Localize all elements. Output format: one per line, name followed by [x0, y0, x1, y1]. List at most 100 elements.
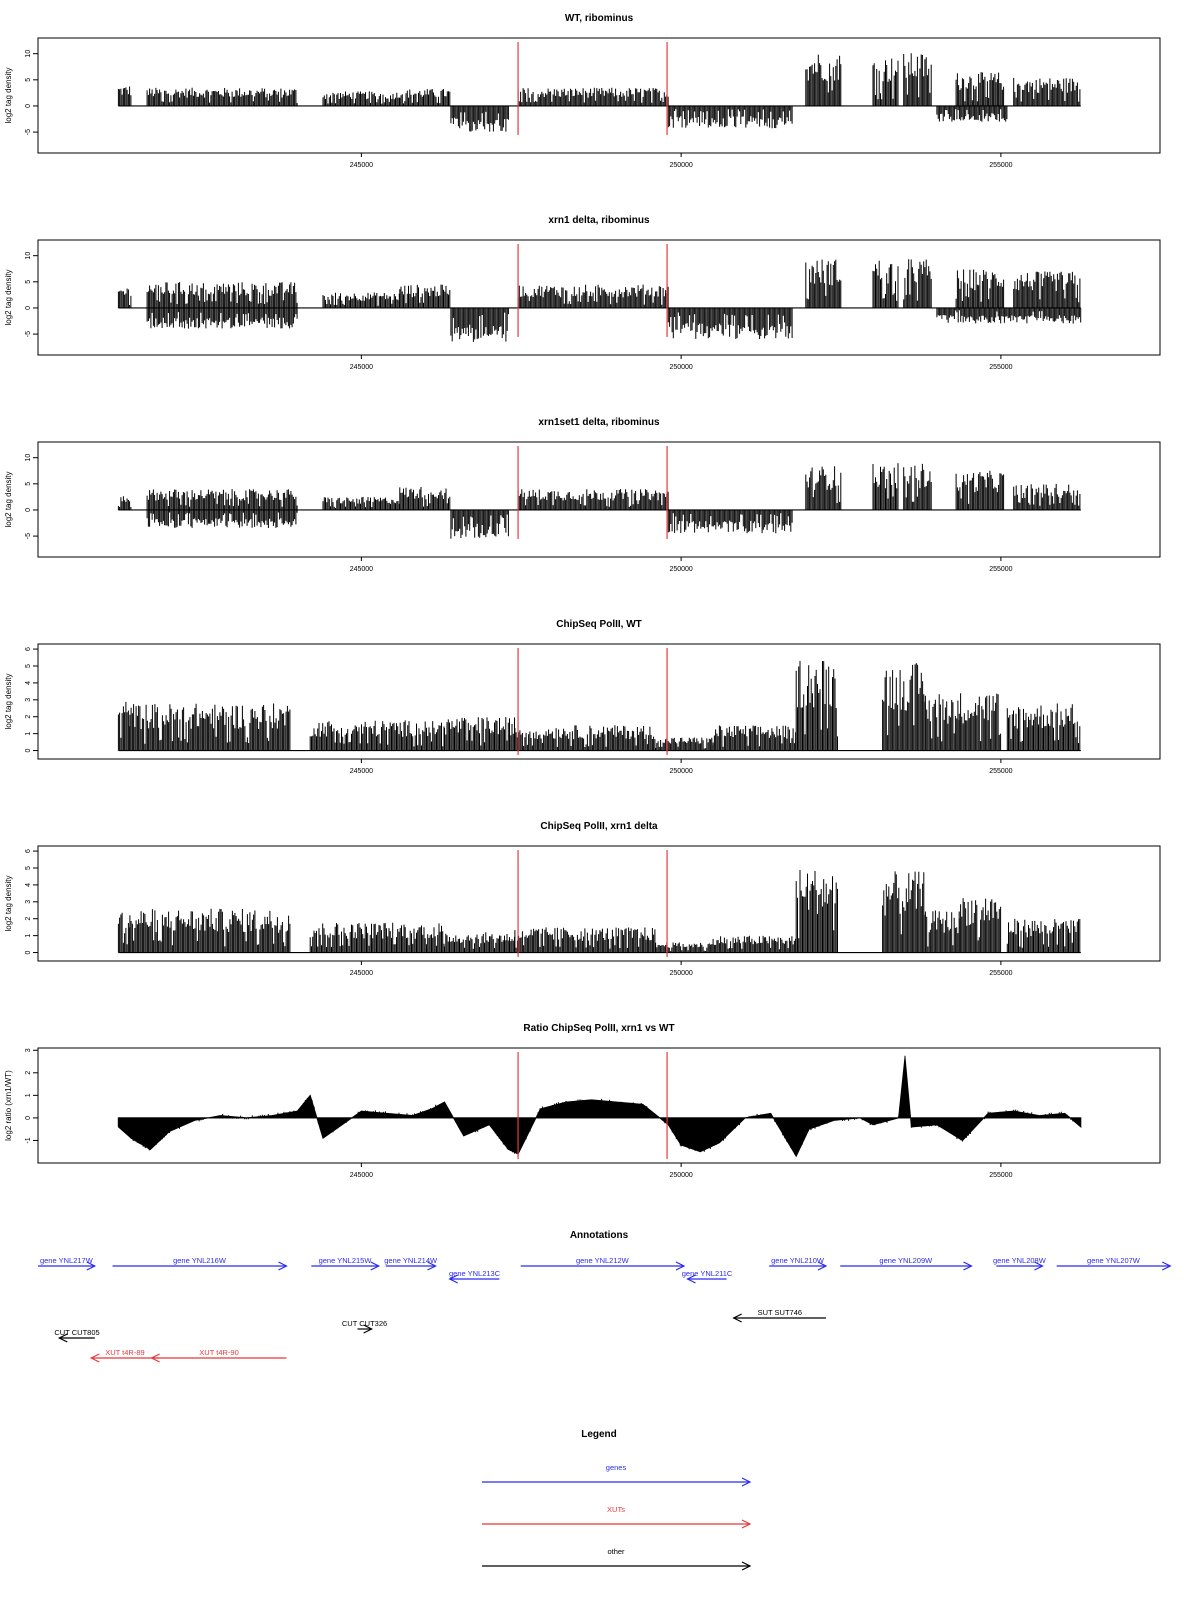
signal-block: [399, 284, 451, 308]
feature-label: gene YNL211C: [682, 1269, 733, 1278]
panel-title: ChipSeq PolII, WT: [556, 619, 642, 630]
panel-title: ChipSeq PolII, xrn1 delta: [540, 821, 658, 832]
plot-frame: [37, 845, 1161, 962]
annotation-gene-ynl215w: gene YNL215W: [311, 1256, 381, 1271]
signal-block: [667, 510, 793, 534]
signal-block: [872, 58, 899, 106]
signal-block: [903, 259, 932, 308]
y-tick-label: 6: [25, 647, 32, 651]
series-bars: [117, 53, 1081, 132]
y-tick-label: 1: [25, 1093, 32, 1097]
y-axis-label: log2 tag density: [4, 269, 13, 325]
signal-block: [309, 720, 445, 751]
signal-block: [129, 908, 291, 953]
signal-block: [146, 87, 298, 106]
y-axis-label: log2 tag density: [4, 875, 13, 931]
arrow-head-icon: [741, 1519, 752, 1529]
signal-block: [117, 912, 131, 953]
signal-block: [795, 870, 838, 953]
plot-frame: [37, 239, 1161, 356]
signal-block: [146, 510, 298, 528]
feature-label: CUT CUT326: [342, 1319, 387, 1328]
annotation-xut-t4r-90: XUT t4R-90: [150, 1348, 287, 1363]
y-tick-label: 6: [25, 849, 32, 853]
x-tick-label: 245000: [350, 162, 373, 169]
signal-block: [924, 910, 960, 953]
feature-label: gene YNL217W: [40, 1256, 94, 1265]
annotations-track: Annotations gene YNL217W gene YNL216W gene …: [38, 1230, 1172, 1363]
signal-block: [936, 106, 1008, 122]
signal-block: [655, 737, 714, 751]
annotation-gene-ynl211c: gene YNL211C: [682, 1269, 733, 1284]
signal-block: [955, 269, 1005, 308]
panel-title: WT, ribominus: [565, 13, 634, 24]
y-axis-label: log2 tag density: [4, 471, 13, 527]
signal-block: [955, 72, 1005, 106]
x-tick-label: 245000: [350, 768, 373, 775]
y-tick-label: 4: [25, 883, 32, 887]
y-tick-label: 1: [25, 732, 32, 736]
annotation-cut-cut326: CUT CUT326: [342, 1319, 387, 1334]
signal-block: [322, 292, 400, 308]
signal-block: [146, 308, 298, 329]
y-tick-label: 4: [25, 681, 32, 685]
feature-label: gene YNL209W: [879, 1256, 933, 1265]
track-panel-5: ChipSeq PolII, xrn1 delta log2 tag densit…: [4, 821, 1161, 977]
y-tick-label: -5: [25, 129, 32, 135]
signal-block: [129, 703, 291, 751]
annotations-title: Annotations: [570, 1230, 629, 1241]
arrow-head-icon: [1034, 1261, 1044, 1271]
signal-block: [882, 871, 926, 953]
feature-label: gene YNL208W: [993, 1256, 1047, 1265]
signal-block: [146, 489, 298, 510]
signal-block: [450, 510, 509, 539]
arrow-head-icon: [732, 1313, 742, 1323]
y-tick-label: 3: [25, 900, 32, 904]
signal-block: [444, 717, 515, 751]
signal-block: [712, 935, 797, 953]
signal-block: [514, 725, 656, 751]
signal-block: [322, 496, 400, 510]
signal-block: [1006, 703, 1081, 751]
y-tick-label: -5: [25, 533, 32, 539]
feature-label: gene YNL213C: [449, 1269, 501, 1278]
signal-block: [399, 89, 451, 106]
signal-block: [117, 496, 132, 510]
x-tick-label: 250000: [669, 566, 692, 573]
y-tick-label: 10: [25, 50, 32, 58]
y-tick-label: 5: [25, 78, 32, 82]
signal-block: [936, 308, 1082, 324]
signal-block: [872, 463, 899, 510]
y-axis-label: log2 ratio (xrn1/WT): [4, 1070, 13, 1141]
signal-block: [117, 288, 132, 308]
y-tick-label: 0: [25, 950, 32, 954]
y-tick-label: 0: [25, 306, 32, 310]
signal-block: [667, 308, 793, 339]
y-tick-label: 1: [25, 934, 32, 938]
feature-label: XUT t4R-89: [105, 1348, 144, 1357]
arrow-head-icon: [448, 1274, 458, 1284]
y-tick-label: 3: [25, 1048, 32, 1052]
signal-block: [450, 308, 509, 342]
plot-frame: [37, 643, 1161, 760]
signal-block: [882, 663, 926, 751]
arrow-head-icon: [150, 1353, 160, 1363]
x-tick-label: 245000: [350, 566, 373, 573]
signal-block: [805, 54, 842, 106]
y-tick-label: -1: [25, 1137, 32, 1143]
feature-label: XUT t4R-90: [199, 1348, 238, 1357]
x-tick-label: 250000: [669, 162, 692, 169]
signal-block: [958, 898, 1002, 953]
feature-label: gene YNL214W: [384, 1256, 438, 1265]
signal-block: [517, 284, 669, 308]
arrow-head-icon: [86, 1261, 97, 1271]
feature-label: gene YNL212W: [576, 1256, 630, 1265]
signal-block: [1013, 483, 1081, 510]
series-bars: [117, 259, 1082, 342]
annotation-cut-cut805: CUT CUT805: [54, 1328, 100, 1343]
track-panel-6: Ratio ChipSeq PolII, xrn1 vs WT log2 rati…: [4, 1023, 1161, 1179]
plot-frame: [37, 441, 1161, 558]
x-tick-label: 255000: [989, 1172, 1012, 1179]
annotation-gene-ynl208w: gene YNL208W: [993, 1256, 1047, 1271]
